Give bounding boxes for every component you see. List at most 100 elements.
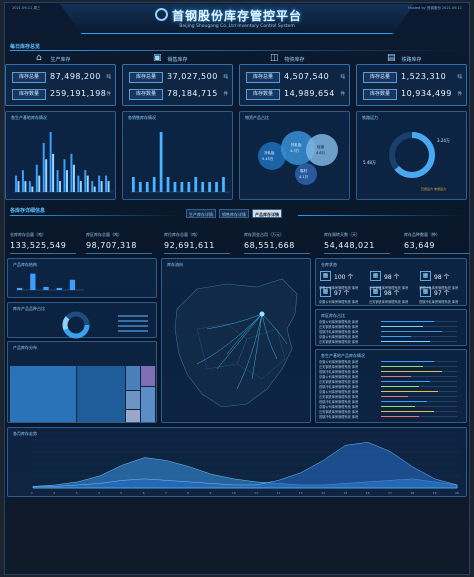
base-product-panel: 各生产基地产品库存情况 京唐公司库房管理系统 库房 迁安钢铁库房管理系统 库房 … — [315, 349, 467, 423]
map-panel: 库存流向 — [161, 258, 311, 423]
kpi-unit: 吨 — [223, 75, 229, 80]
tab-production[interactable]: 生产库存详情 — [186, 209, 216, 218]
row-label: 首钢冷轧库房管理系统 库房 — [319, 330, 359, 334]
treemap-cell — [10, 366, 76, 422]
section-divider — [298, 215, 464, 216]
warehouse-label: 迁安钢铁库房管理系统 库房 — [369, 286, 409, 290]
x-tick-label: 13 — [299, 491, 303, 495]
row-bar — [381, 325, 423, 327]
row-bar — [381, 320, 435, 322]
stat-value: 133,525,549 — [10, 241, 67, 250]
warehouse-item[interactable]: ▦ 98 个 — [420, 271, 465, 282]
row-bar — [381, 380, 431, 382]
product-distribution-panel: 产品库存分布 — [7, 341, 157, 423]
production-panel: 各生产基地库存情况 — [5, 111, 116, 200]
row-label: 京唐公司库房管理系统 库房 — [319, 375, 359, 379]
warehouse-item[interactable]: ▦ 98 个 — [370, 271, 415, 282]
x-tick-label: 6 — [143, 491, 145, 495]
warehouse-label: 首钢冷轧库房管理系统 库房 — [419, 286, 459, 290]
kpi-unit: 吨 — [457, 75, 463, 80]
treemap-cell — [126, 366, 140, 390]
row-bar — [381, 415, 419, 417]
warehouse-value: 97 个 — [334, 290, 350, 297]
kpi-unit: 件 — [340, 92, 346, 97]
bar-row: 首钢冷轧库房管理系统 库房 — [319, 384, 463, 389]
stat-value: 54,448,021 — [324, 241, 375, 250]
stat-value: 63,649 — [404, 241, 435, 250]
trend-area — [32, 442, 458, 489]
warehouse-icon: ▦ — [320, 271, 331, 281]
variety-segment — [62, 311, 90, 339]
bar — [215, 182, 218, 192]
warehouse-label: 京唐公司库房管理系统 库房 — [319, 300, 359, 304]
warehouse-item[interactable]: ▦ 100 个 — [320, 271, 365, 282]
sales-panel: 各销售库存情况 — [122, 111, 233, 200]
treemap-cell — [141, 366, 155, 386]
donut-segment-used — [389, 132, 435, 178]
warehouse-label: 首钢冷轧库房管理系统 库房 — [419, 300, 459, 304]
bar — [159, 132, 163, 192]
warehouse-item[interactable]: ▦ 98 个 — [370, 287, 415, 298]
bubble-value-4: 4.1万 — [299, 175, 309, 179]
x-tick-label: 11 — [254, 491, 258, 495]
kpi-title: 物资库存 — [284, 57, 305, 63]
x-tick-label: 4 — [98, 491, 100, 495]
x-tick-label: 9 — [210, 491, 212, 495]
panel-title: 物资产品占比 — [245, 115, 269, 120]
stat-title: 库存周转天数（天） — [324, 232, 360, 237]
bar-row: 首钢冷轧库房管理系统 库房 — [319, 414, 463, 419]
bar — [56, 287, 62, 290]
bar — [100, 181, 103, 192]
bubble-label-4: 卷材 — [300, 168, 308, 173]
stat-value: 98,707,318 — [86, 241, 137, 250]
row-bar — [381, 365, 423, 367]
kpi-unit: 件 — [106, 92, 112, 97]
china-flow-map[interactable] — [167, 269, 307, 419]
bar-row: 迁安钢铁库房管理系统 库房 — [319, 324, 463, 329]
row-label: 京唐公司库房管理系统 库房 — [319, 390, 359, 394]
row-label: 京唐公司库房管理系统 库房 — [319, 320, 359, 324]
kpi-label: 库存数量 — [246, 89, 280, 100]
tab-sales[interactable]: 销售库存详情 — [219, 209, 249, 218]
bar — [208, 182, 211, 192]
bar — [91, 181, 94, 192]
row-label: 迁安钢铁库房管理系统 库房 — [319, 380, 359, 384]
x-tick-label: 17 — [388, 491, 392, 495]
warehouse-item[interactable]: ▦ 97 个 — [320, 287, 365, 298]
kpi-label: 库存总量 — [12, 72, 46, 83]
product-variety-panel: 库存产品品种占比 — [7, 302, 157, 339]
x-tick-label: 3 — [76, 491, 78, 495]
row-bar — [381, 375, 412, 377]
kpi-value: 10,934,499 — [401, 89, 452, 98]
kpi-row: 库存总量 87,498,200 吨 — [12, 72, 111, 84]
warehouse-value: 100 个 — [334, 274, 354, 281]
x-tick-label: 20 — [455, 491, 459, 495]
bubble-1 — [258, 142, 286, 170]
bar — [30, 273, 36, 290]
bar — [49, 132, 52, 192]
kpi-value: 78,184,715 — [167, 89, 218, 98]
kpi-unit: 吨 — [106, 75, 112, 80]
bar — [43, 286, 49, 290]
bar — [93, 186, 96, 192]
bar — [31, 186, 34, 192]
kpi-title: 销售库存 — [167, 57, 188, 63]
x-tick-label: 10 — [232, 491, 236, 495]
tab-product[interactable]: 产品库存详情 — [252, 209, 282, 218]
warehouse-item[interactable]: ▦ 97 个 — [420, 287, 465, 298]
bar — [152, 177, 156, 192]
stat-item: 库位库存总量（吨） 92,691,611 — [164, 232, 230, 254]
bubble-value-1: 5.45万 — [262, 157, 274, 161]
bar — [187, 182, 191, 192]
kpi-unit: 件 — [223, 92, 229, 97]
bar — [24, 181, 27, 192]
bar — [21, 170, 24, 192]
bar — [180, 182, 184, 192]
host-text: Hosted by 首钢股份 2021.09.11 — [407, 6, 462, 10]
bubble-label-1: 冷轧板 — [264, 150, 275, 155]
section-divider — [10, 215, 180, 216]
bar — [222, 177, 225, 192]
kpi-row: 库存数量 78,184,715 件 — [129, 89, 228, 101]
section-daily-title: 每日库存总览 — [10, 44, 41, 50]
kpi-row: 库存总量 37,027,500 吨 — [129, 72, 228, 84]
